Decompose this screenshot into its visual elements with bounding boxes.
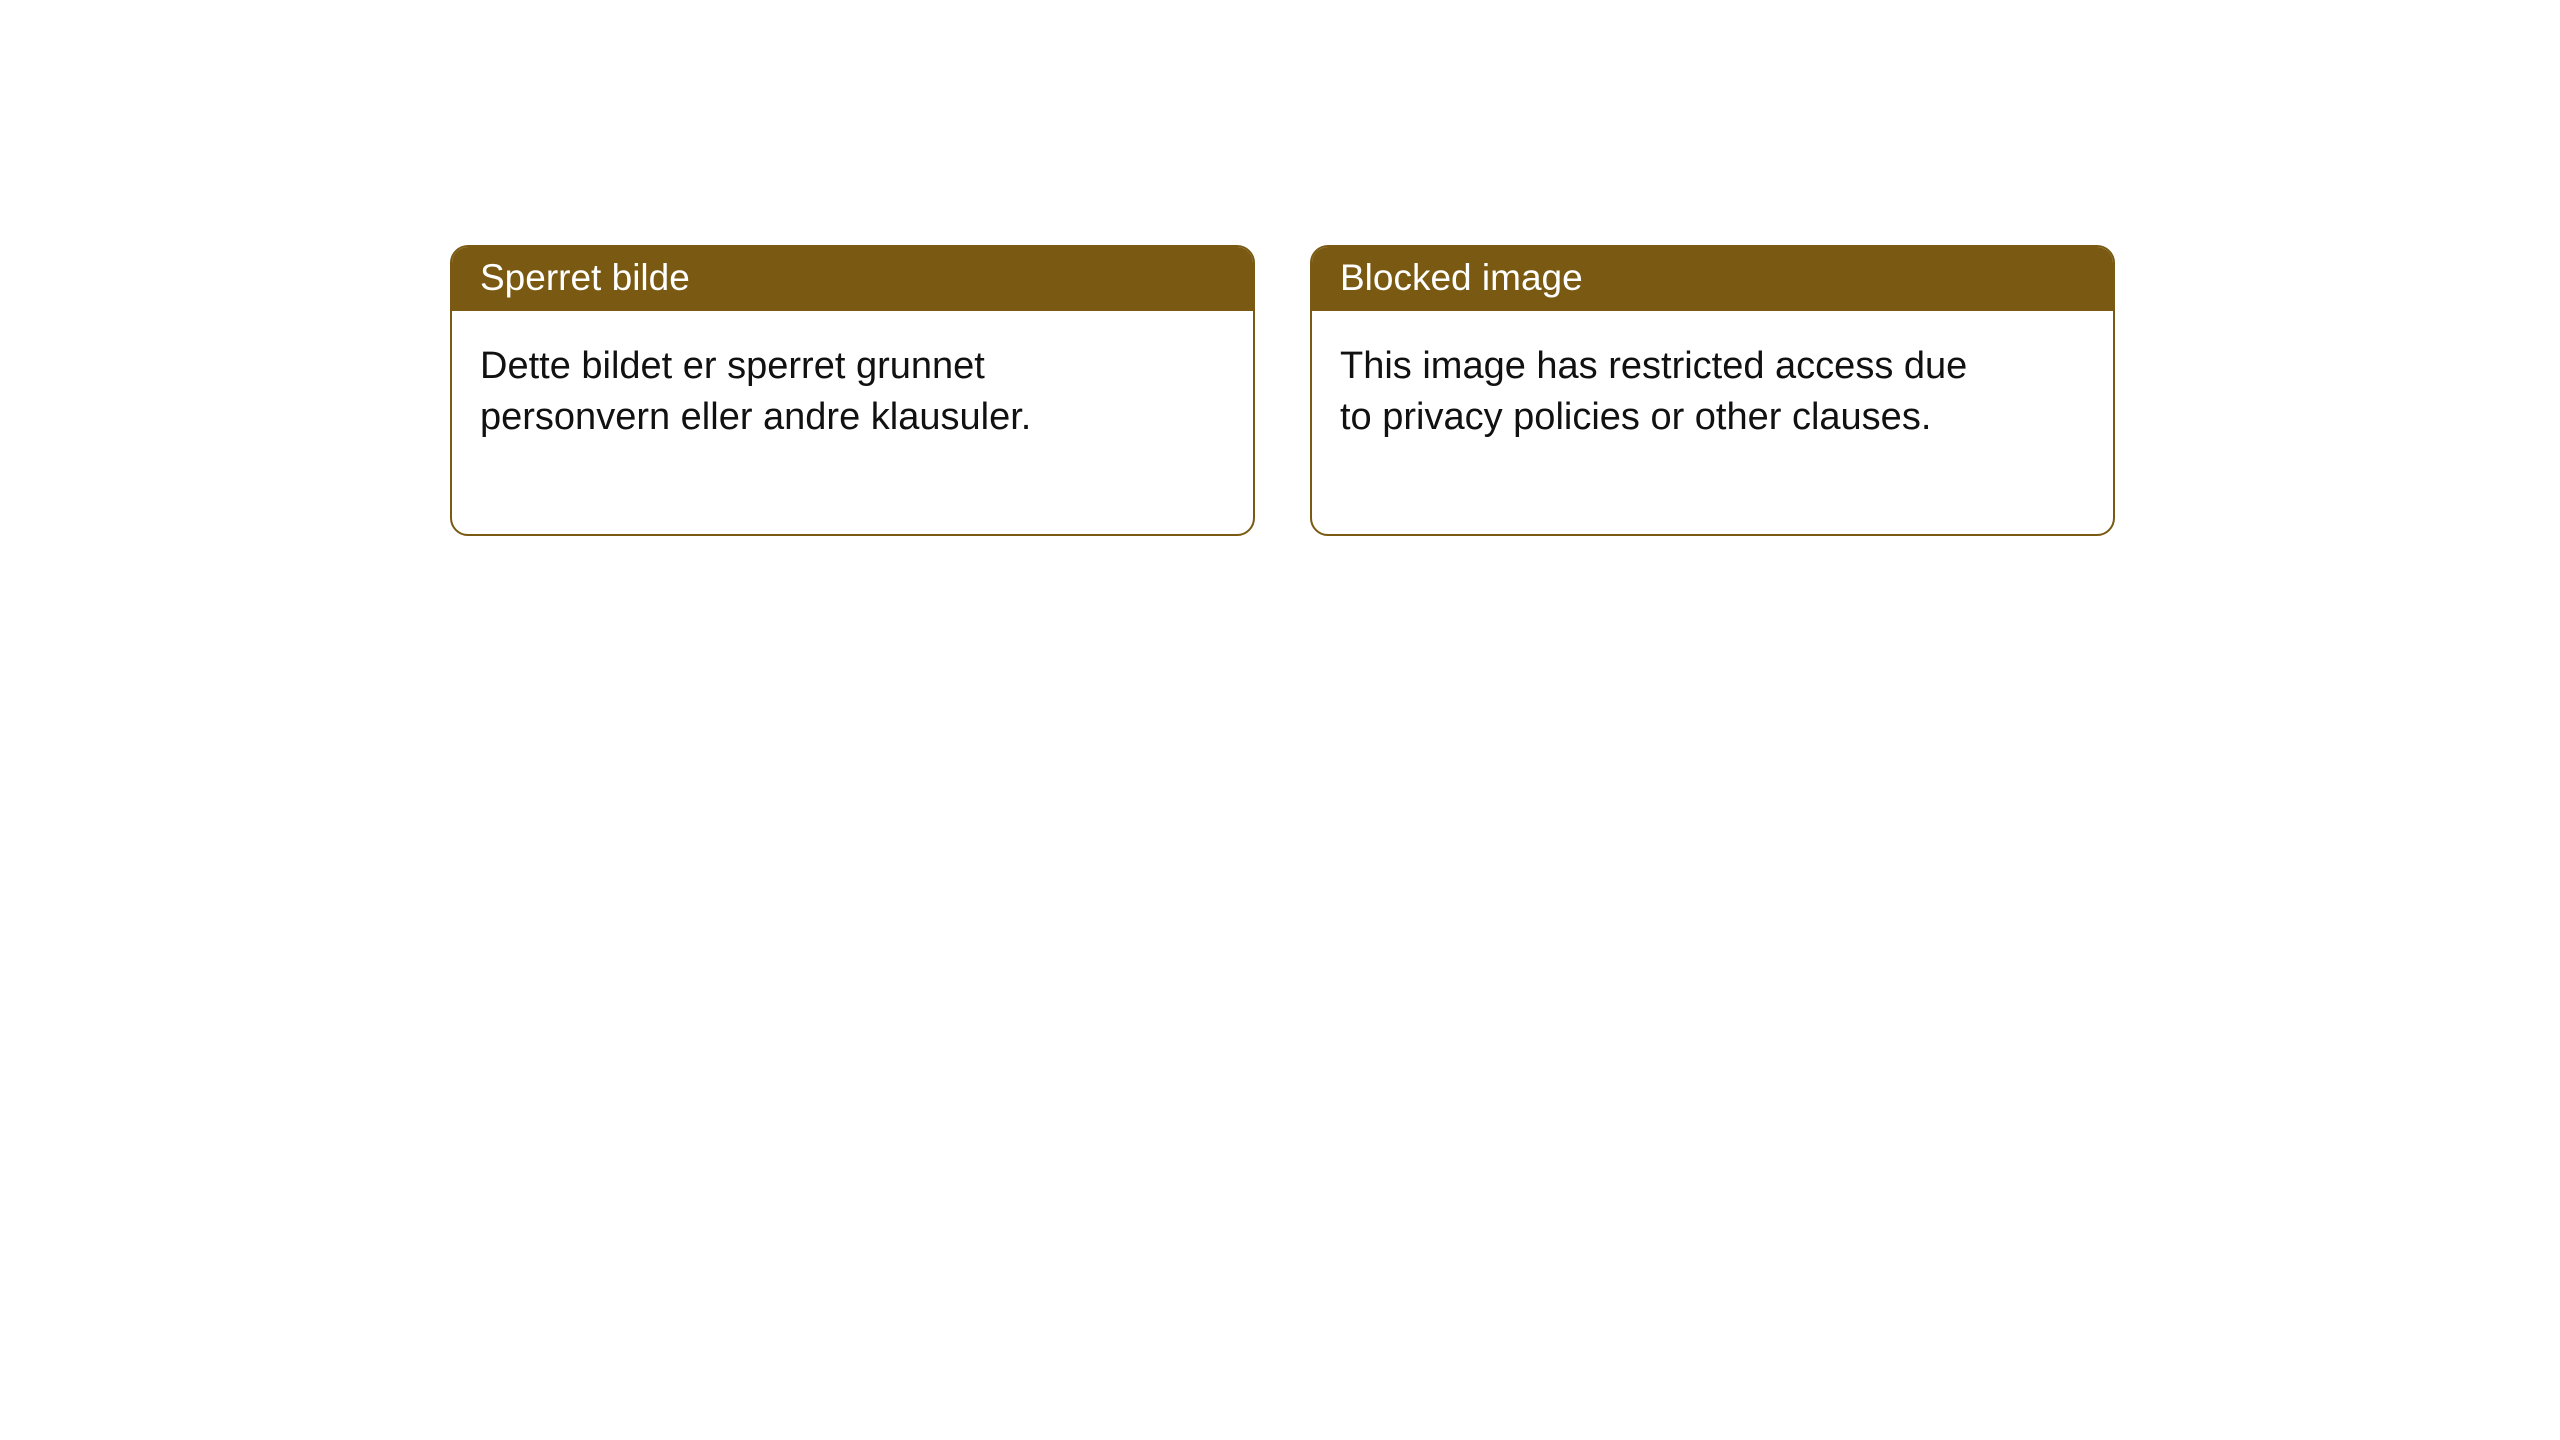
notice-title: Blocked image (1312, 247, 2113, 311)
notice-card-norwegian: Sperret bilde Dette bildet er sperret gr… (450, 245, 1255, 536)
notice-card-english: Blocked image This image has restricted … (1310, 245, 2115, 536)
notice-body: This image has restricted access due to … (1312, 311, 2012, 534)
notice-title: Sperret bilde (452, 247, 1253, 311)
notice-container: Sperret bilde Dette bildet er sperret gr… (450, 245, 2115, 536)
notice-body: Dette bildet er sperret grunnet personve… (452, 311, 1152, 534)
